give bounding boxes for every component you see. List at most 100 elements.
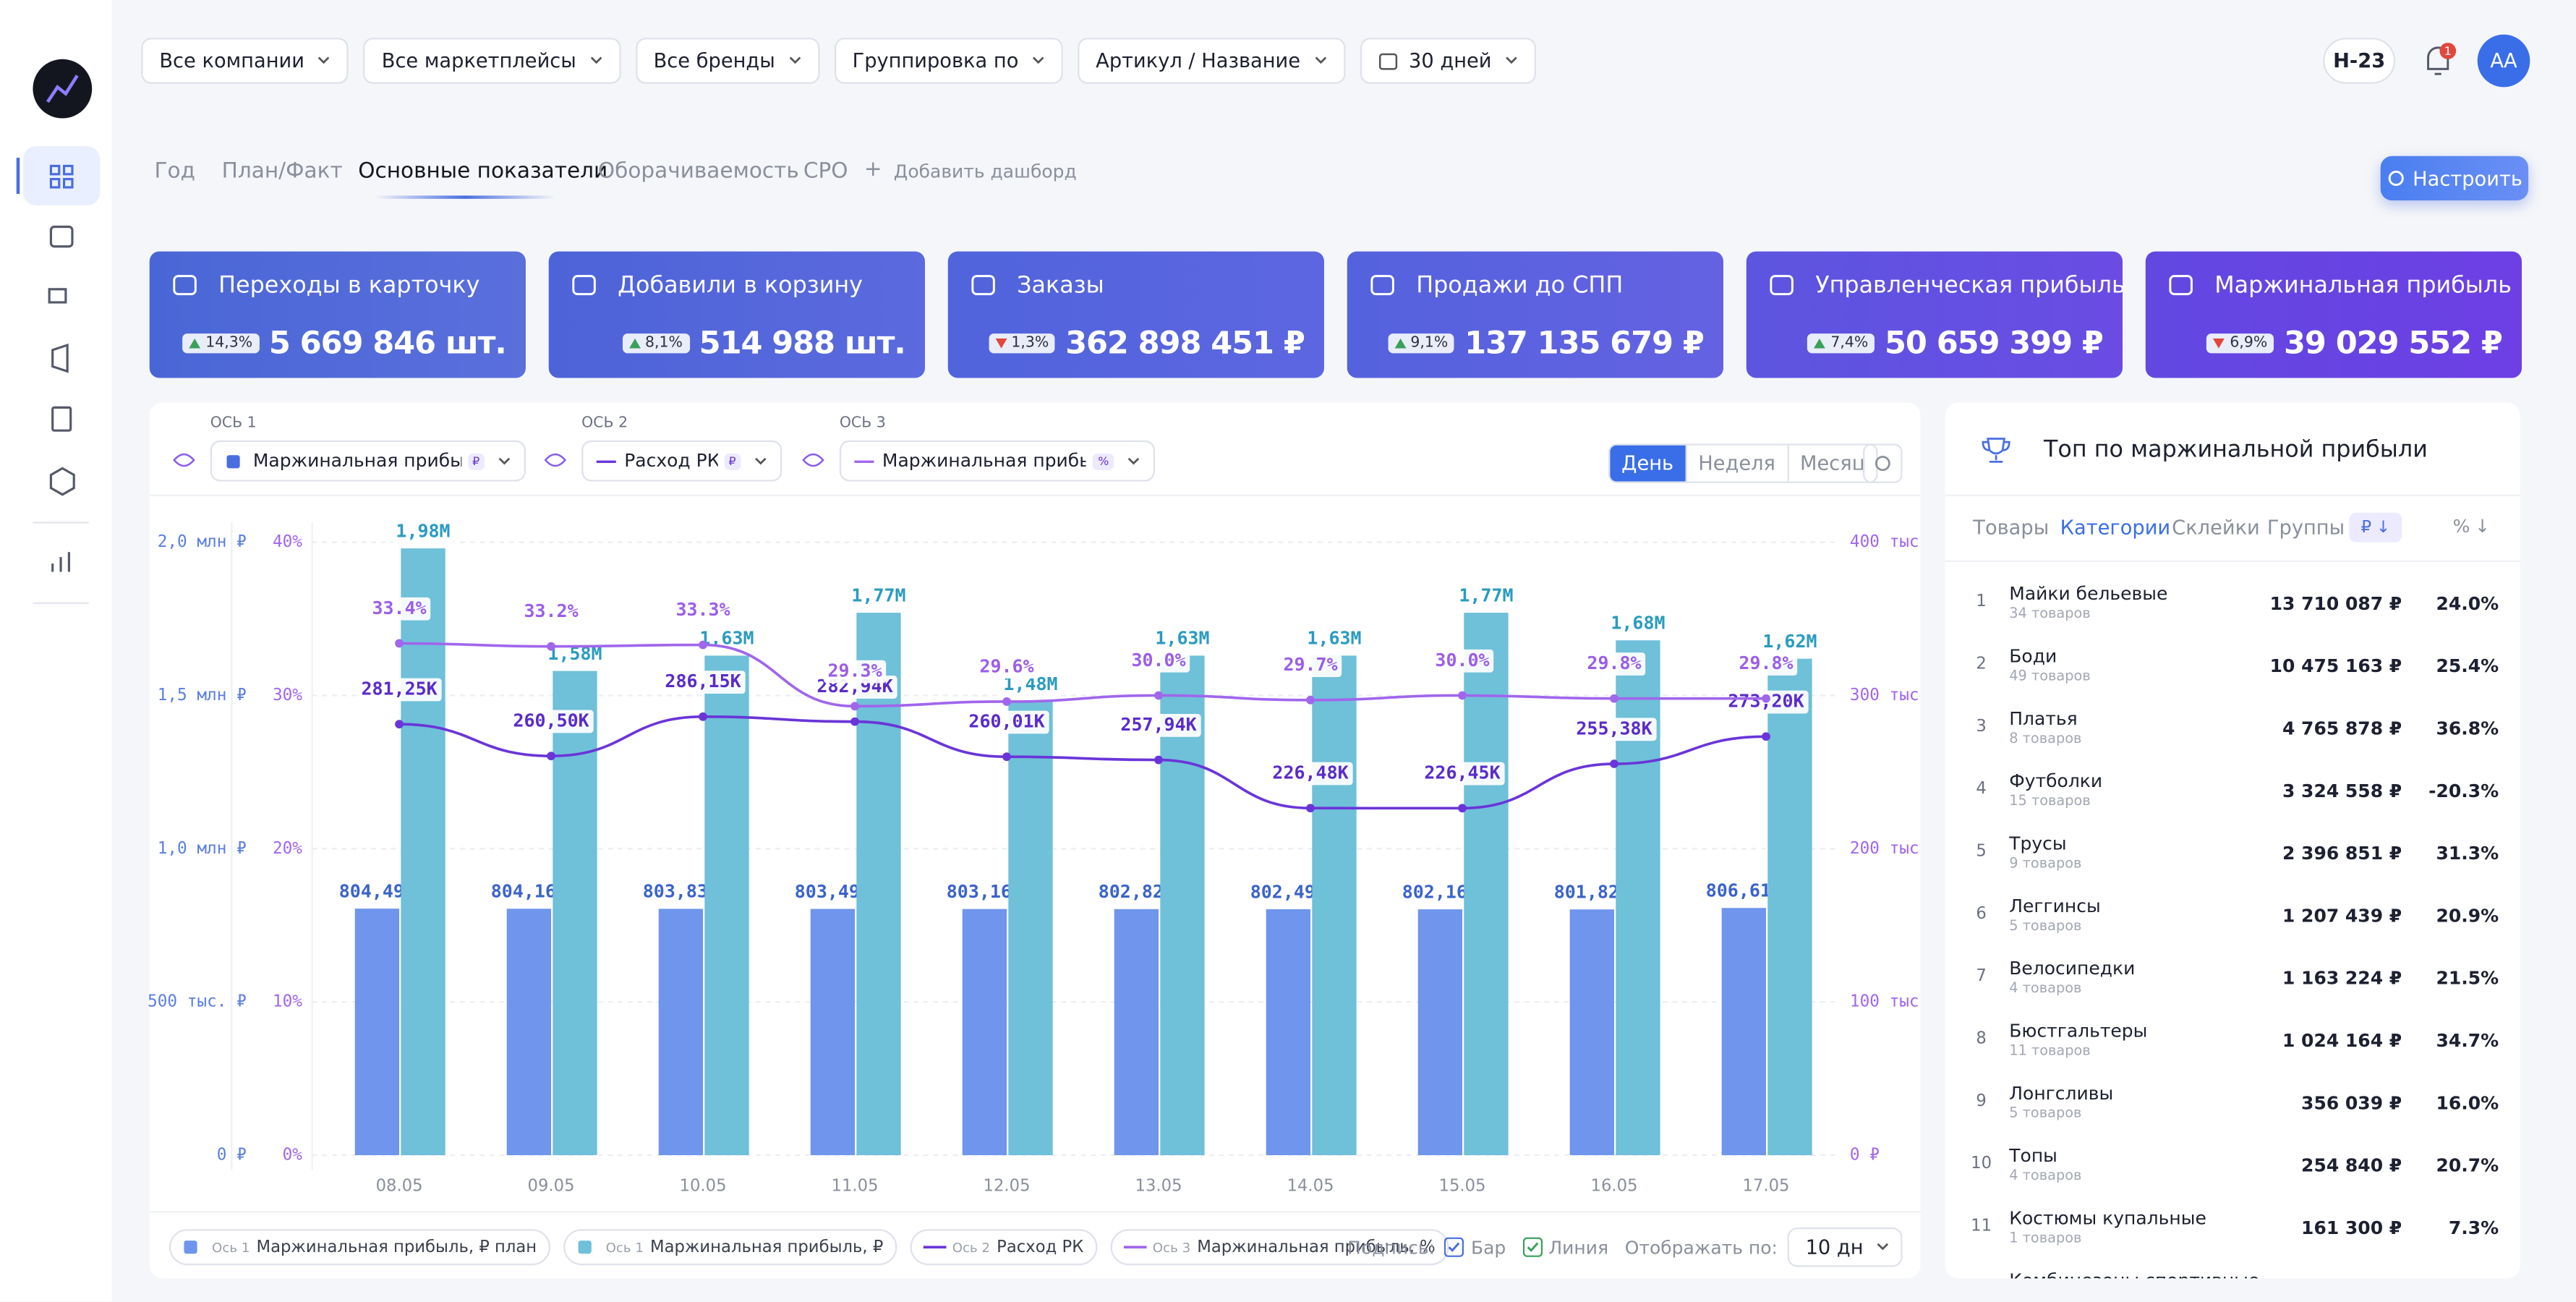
row-rank: 2 [1976, 655, 1987, 674]
row-name: Костюмы купальные [2009, 1207, 2206, 1230]
panel-tab[interactable]: Товары [1973, 516, 2050, 540]
filter-dropdown[interactable]: 30 дней [1359, 38, 1536, 84]
kpi-card[interactable]: Продажи до СПП 9,1% 137 135 679 ₽ [1347, 251, 1723, 378]
nav-ads[interactable] [51, 343, 69, 373]
footer-divider [149, 1211, 1921, 1213]
chevron-path [1314, 56, 1326, 64]
add-dashboard[interactable]: Добавить дашборд [893, 161, 1077, 183]
nav-dashboard[interactable] [49, 164, 74, 189]
kpi-card[interactable]: Маржинальная прибыль 6,9% 39 029 552 ₽ [2145, 251, 2522, 378]
row-count: 4 товаров [2009, 1168, 2082, 1185]
filter-dropdown[interactable]: Все бренды [635, 38, 820, 84]
trophy-shape [1982, 438, 2010, 463]
kpi-card[interactable]: Управленческая прибыль 7,4% 50 659 399 ₽ [1746, 251, 2125, 378]
chart-settings[interactable] [1863, 443, 1903, 483]
row-value: 3 324 558 ₽ [2282, 780, 2402, 802]
chevron [318, 56, 330, 64]
nav-calendar[interactable] [49, 225, 74, 248]
table-row[interactable]: 7 Велосипедки 4 товаров 1 163 224 ₽ 21.5% [1945, 950, 2520, 1009]
legend-swatch [1122, 1246, 1146, 1249]
notifications[interactable]: 1 [2408, 30, 2474, 95]
kpi-change: 14,3% [205, 335, 253, 352]
legend-item[interactable]: Ось 2 Расход РК [909, 1229, 1097, 1266]
filter-dropdown[interactable]: Группировка по [834, 38, 1063, 84]
table-row[interactable]: 6 Леггинсы 5 товаров 1 207 439 ₽ 20.9% [1945, 888, 2520, 947]
table-row[interactable]: 5 Трусы 9 товаров 2 396 851 ₽ 31.3% [1945, 825, 2520, 884]
eye-shape [544, 453, 567, 467]
tab[interactable]: CPO [803, 159, 848, 184]
legend-item[interactable]: Ось 1 Маржинальная прибыль, ₽ план [169, 1229, 550, 1266]
filter-dropdown[interactable]: Все маркетплейсы [363, 38, 621, 84]
tab[interactable]: Год [154, 159, 196, 184]
row-percent: 34.7% [2436, 1030, 2499, 1052]
axis-dropdown[interactable]: Расход РК ₽ [581, 440, 782, 482]
logo-mark [46, 75, 79, 103]
org-button[interactable]: Н-23 [2323, 38, 2396, 84]
tab[interactable]: Основные показатели [358, 159, 608, 184]
unit-chip: ₽ [467, 452, 485, 469]
configure-button[interactable]: Настроить [2380, 156, 2529, 201]
kpi-badge: 8,1% [622, 333, 690, 354]
table-row[interactable]: 10 Топы 4 товаров 254 840 ₽ 20.7% [1945, 1137, 2520, 1196]
nav-products[interactable] [49, 467, 75, 496]
table-row[interactable]: 9 Лонгсливы 5 товаров 356 039 ₽ 16.0% [1945, 1075, 2520, 1134]
avatar[interactable]: АА [2477, 34, 2530, 88]
row-name: Бюстгальтеры [2009, 1020, 2148, 1042]
legend-swatch-box [577, 1241, 592, 1254]
series-swatch [226, 454, 240, 468]
kpi-card[interactable]: Добавили в корзину 8,1% 514 988 шт. [548, 251, 925, 378]
table-row[interactable]: 4 Футболки 15 товаров 3 324 558 ₽ -20.3% [1945, 762, 2520, 822]
table-row[interactable]: 1 Майки бельевые 34 товаров 13 710 087 ₽ 24.… [1945, 575, 2520, 634]
caption-label: Подпись: [1347, 1236, 1435, 1258]
period-option[interactable]: День [1610, 445, 1686, 482]
sort-value[interactable]: ₽ ↓ [2349, 512, 2402, 542]
kpi-card[interactable]: Заказы 1,3% 362 898 451 ₽ [947, 251, 1324, 378]
axis-dropdown[interactable]: Маржинальная прибыль, ... ₽ [210, 440, 526, 482]
nav-active[interactable] [22, 146, 101, 205]
kpi-card[interactable]: Переходы в карточку 14,3% 5 669 846 шт. [149, 251, 526, 378]
sort-percent[interactable]: % ↓ [2453, 516, 2491, 537]
visibility-toggle[interactable] [802, 452, 825, 469]
checkbox-option[interactable]: Линия [1522, 1236, 1608, 1258]
period-option[interactable]: Месяц [1786, 445, 1877, 482]
chevron [789, 56, 801, 64]
table-row[interactable]: 2 Боди 49 товаров 10 475 163 ₽ 25.4% [1945, 637, 2520, 697]
axis-label: ОСЬ 1 [210, 415, 257, 433]
legend-axis-tag: Ось 1 [212, 1239, 250, 1255]
legend-axis-tag: Ось 1 [605, 1239, 644, 1255]
nav-delivery[interactable] [48, 288, 67, 304]
checkbox-option[interactable]: Бар [1444, 1236, 1506, 1258]
panel-tab[interactable]: Категории [2060, 516, 2171, 540]
row-count: 4 товаров [2009, 981, 2082, 997]
filter-dropdown[interactable]: Все компании [141, 38, 349, 84]
filter-dropdown[interactable]: Артикул / Название [1078, 38, 1345, 84]
axis-dropdown[interactable]: Маржинальная прибыл...% [839, 440, 1155, 482]
row-value: 1 024 164 ₽ [2282, 1030, 2402, 1052]
table-row[interactable]: 3 Платья 8 товаров 4 765 878 ₽ 36.8% [1945, 700, 2520, 760]
row-percent: 7.3% [2448, 1217, 2499, 1239]
tab[interactable]: План/Факт [221, 159, 343, 184]
legend-item[interactable]: Ось 3 Маржинальная прибыль, % [1109, 1229, 1449, 1266]
tab[interactable]: Оборачиваемость [597, 159, 799, 184]
kpi-arrow-shape [1394, 338, 1406, 349]
nav-analytics[interactable] [51, 552, 71, 572]
period-option[interactable]: Неделя [1685, 445, 1787, 482]
panel-tab[interactable]: Группы [2266, 516, 2345, 540]
trophy-icon [1982, 438, 2010, 463]
visibility-toggle[interactable] [173, 452, 196, 469]
gear-shape [1875, 456, 1890, 472]
legend-axis-tag: Ось 2 [952, 1239, 991, 1255]
visibility-toggle[interactable] [544, 452, 567, 469]
table-row[interactable]: 12Комбинезоны спортивные1 товаров148 061… [1945, 1262, 2520, 1278]
logo[interactable] [33, 59, 93, 119]
panel-tab[interactable]: Склейки [2172, 516, 2260, 540]
legend-swatch [922, 1246, 946, 1249]
table-row[interactable]: 11 Костюмы купальные 1 товаров 161 300 ₽ 7.3… [1945, 1199, 2520, 1259]
legend-item[interactable]: Ось 1 Маржинальная прибыль, ₽ [563, 1229, 897, 1266]
checkbox [1444, 1237, 1464, 1257]
row-percent: -20.3% [2428, 780, 2499, 802]
table-row[interactable]: 8 Бюстгальтеры 11 товаров 1 024 164 ₽ 34.7% [1945, 1012, 2520, 1071]
nav-docs[interactable] [51, 406, 72, 432]
chevron-path [1877, 1243, 1889, 1251]
display-select[interactable]: 10 дн [1787, 1227, 1903, 1267]
